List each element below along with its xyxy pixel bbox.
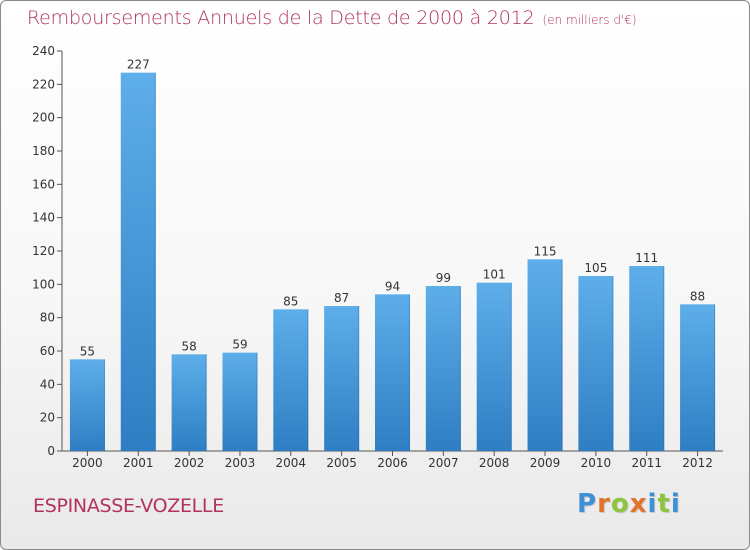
x-tick-label-2011: 2011 xyxy=(631,456,662,470)
x-tick-label-2007: 2007 xyxy=(428,456,459,470)
y-tick-label: 80 xyxy=(40,311,55,325)
logo-letter: x xyxy=(629,489,648,519)
bar-edge-2001 xyxy=(154,72,156,452)
bar-edge-2011 xyxy=(663,266,665,451)
x-tick-label-2008: 2008 xyxy=(479,456,510,470)
x-tick-label-2009: 2009 xyxy=(530,456,561,470)
y-tick-label: 160 xyxy=(32,177,55,191)
data-label-2003: 59 xyxy=(232,338,247,352)
x-tick-label-2005: 2005 xyxy=(326,456,357,470)
bar-2011 xyxy=(629,266,665,451)
x-tick-label-2002: 2002 xyxy=(174,456,205,470)
chart-title: Remboursements Annuels de la Dette de 20… xyxy=(27,7,535,29)
bar-edge-2004 xyxy=(307,309,309,451)
y-tick-label: 100 xyxy=(32,277,55,291)
x-tick-label-2001: 2001 xyxy=(123,456,154,470)
chart-title-block: Remboursements Annuels de la Dette de 20… xyxy=(27,7,637,29)
chart-bars: 55 227 58 59 85 87 94 99 101 115 105 111 88 xyxy=(69,58,716,452)
logo-letter: o xyxy=(610,489,630,519)
data-label-2002: 58 xyxy=(181,339,196,353)
data-label-2006: 94 xyxy=(385,279,400,293)
logo-letter: t xyxy=(657,489,671,519)
y-tick-label: 220 xyxy=(32,77,55,91)
bar-edge-2003 xyxy=(256,352,258,451)
bar-2005 xyxy=(324,306,360,451)
y-tick-label: 200 xyxy=(32,111,55,125)
data-label-2008: 101 xyxy=(483,268,506,282)
x-tick-label-2006: 2006 xyxy=(377,456,408,470)
proxiti-logo: Proxiti xyxy=(577,489,681,519)
chart-unit-note: (en milliers d'€) xyxy=(542,13,637,27)
bar-2003 xyxy=(222,352,258,451)
bar-2010 xyxy=(578,276,614,451)
logo-letter: i xyxy=(670,489,681,519)
y-tick-label: 0 xyxy=(47,444,55,458)
data-label-2007: 99 xyxy=(436,271,451,285)
data-label-2000: 55 xyxy=(80,344,95,358)
y-tick-label: 240 xyxy=(32,44,55,58)
y-tick-label: 40 xyxy=(40,377,55,391)
bar-edge-2005 xyxy=(358,306,360,451)
x-tick-label-2003: 2003 xyxy=(225,456,256,470)
data-label-2012: 88 xyxy=(690,289,705,303)
bar-2002 xyxy=(171,354,207,451)
data-label-2010: 105 xyxy=(584,261,607,275)
logo-letter: i xyxy=(647,489,658,519)
x-tick-label-2000: 2000 xyxy=(72,456,103,470)
bar-edge-2009 xyxy=(561,259,563,451)
x-tick-label-2012: 2012 xyxy=(682,456,713,470)
data-label-2011: 111 xyxy=(635,251,658,265)
bar-2012 xyxy=(680,304,716,451)
y-tick-label: 20 xyxy=(40,411,55,425)
bar-edge-2008 xyxy=(510,282,512,451)
x-tick-label-2010: 2010 xyxy=(581,456,612,470)
data-label-2009: 115 xyxy=(534,244,557,258)
bar-edge-2002 xyxy=(205,354,207,451)
y-tick-label: 180 xyxy=(32,144,55,158)
bar-edge-2000 xyxy=(103,359,105,451)
commune-name: ESPINASSE-VOZELLE xyxy=(33,495,224,517)
bar-2006 xyxy=(375,294,410,451)
bar-edge-2007 xyxy=(459,286,461,451)
logo-letter: P xyxy=(577,489,598,519)
logo-letter: r xyxy=(597,489,611,519)
data-label-2004: 85 xyxy=(283,294,298,308)
bar-2004 xyxy=(273,309,309,451)
bar-2007 xyxy=(425,286,461,451)
bar-2000 xyxy=(69,359,105,451)
bar-edge-2012 xyxy=(714,304,716,451)
bar-2008 xyxy=(476,282,512,451)
bar-2009 xyxy=(527,259,563,451)
y-tick-label: 140 xyxy=(32,211,55,225)
x-tick-label-2004: 2004 xyxy=(276,456,307,470)
y-tick-label: 120 xyxy=(32,244,55,258)
data-label-2001: 227 xyxy=(127,58,150,72)
bar-edge-2010 xyxy=(612,276,614,451)
bar-edge-2006 xyxy=(409,294,410,451)
y-tick-label: 60 xyxy=(40,344,55,358)
bar-2001 xyxy=(120,72,156,452)
data-label-2005: 87 xyxy=(334,291,349,305)
